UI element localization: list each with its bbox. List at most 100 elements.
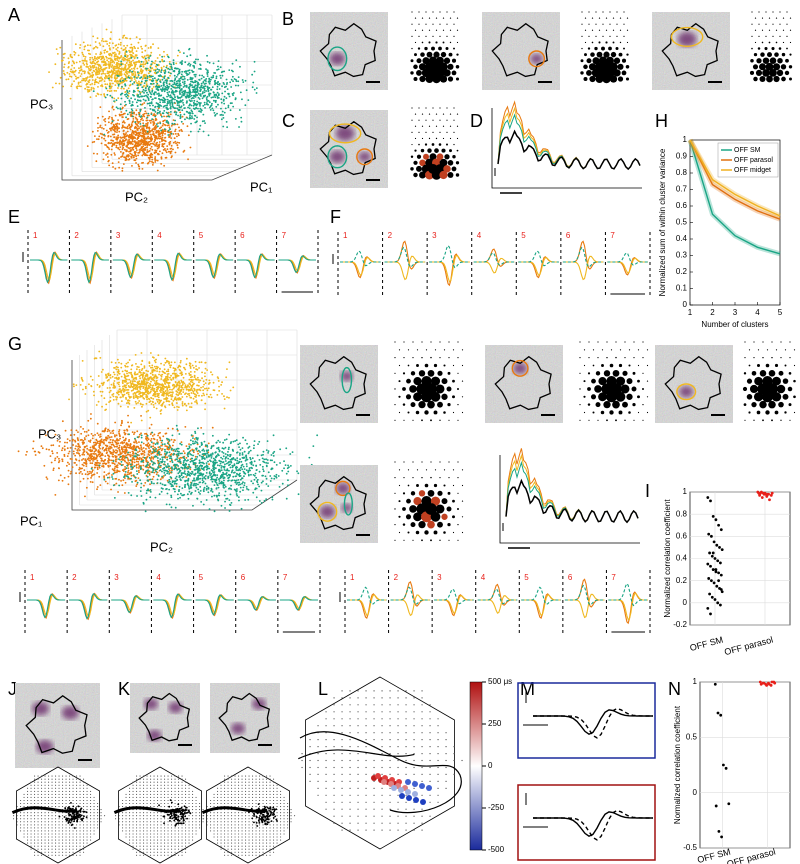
electrode-dot xyxy=(771,46,775,51)
electrode-dot xyxy=(758,11,760,13)
electrode-dot xyxy=(427,148,432,153)
waveform xyxy=(521,594,561,617)
electrode-dot xyxy=(427,520,435,529)
electrode-grid xyxy=(202,775,296,856)
waveform xyxy=(533,809,653,841)
latency-dot xyxy=(412,791,418,797)
rf-image xyxy=(651,11,731,91)
electrode-dot xyxy=(435,17,438,19)
electrode-dot xyxy=(756,410,761,415)
electrode-dot xyxy=(646,411,649,414)
rf-blob xyxy=(61,705,79,720)
electrode-dot xyxy=(452,155,456,159)
electrode-dot xyxy=(442,125,445,127)
electrode-dot xyxy=(452,364,455,367)
electrode-dot xyxy=(453,107,455,109)
electrode-dot xyxy=(424,363,429,368)
electrode-dot xyxy=(439,131,441,133)
electrode-dot xyxy=(642,372,644,374)
waveform xyxy=(27,594,66,617)
electrode-dot xyxy=(447,523,451,527)
electrode-dot xyxy=(457,419,459,421)
y-tick-label: 0 xyxy=(693,788,698,797)
electrode-dot xyxy=(457,461,459,463)
electrode-dot xyxy=(591,378,596,384)
waveform xyxy=(518,250,559,267)
colorbar-tick-label: -500 xyxy=(488,845,505,854)
waveform xyxy=(477,588,518,605)
x-tick-label: 1 xyxy=(688,308,693,317)
waveform xyxy=(564,578,605,608)
electrode-dot xyxy=(642,419,644,421)
electrode-dot xyxy=(405,514,412,520)
waveform xyxy=(278,255,316,272)
electrode-dot xyxy=(764,47,768,51)
electrode-dot xyxy=(628,349,631,351)
waveform xyxy=(71,251,109,284)
latency-dot xyxy=(375,773,381,779)
electrode-dot xyxy=(762,341,764,343)
electrode-dot xyxy=(587,47,591,50)
electrode-dot xyxy=(394,357,396,359)
electrode-dot xyxy=(409,505,417,513)
rf-blob xyxy=(335,125,355,141)
electrode-dot xyxy=(646,396,649,398)
electrode-dot xyxy=(414,41,417,44)
electrode-dot xyxy=(431,46,435,51)
electrode-dot xyxy=(781,52,786,57)
electrode-dot xyxy=(449,137,452,140)
rf-image xyxy=(299,464,379,544)
electrode-dot xyxy=(581,23,583,25)
electrode-dot xyxy=(394,508,396,510)
rf-outline xyxy=(218,692,271,742)
electrode-dot xyxy=(618,410,623,415)
electrode-dot xyxy=(443,349,446,351)
electrode-dot xyxy=(788,372,792,375)
electrode-dot xyxy=(753,341,755,343)
electrode-dot xyxy=(448,539,450,541)
rf-outline xyxy=(491,22,549,78)
time-course xyxy=(505,448,639,523)
electrode-dot xyxy=(416,364,419,367)
electrode-dot xyxy=(456,125,459,127)
electrode-dot xyxy=(448,341,450,343)
electrode-dot xyxy=(609,35,611,37)
electrode-dot xyxy=(637,349,640,351)
waveform xyxy=(607,252,648,266)
electrode-dot xyxy=(596,51,603,58)
electrode-dot xyxy=(769,57,777,65)
electrode-dot xyxy=(423,153,429,160)
electrode-dot xyxy=(455,161,460,165)
electrode-dot xyxy=(439,119,441,121)
electrode-dot xyxy=(590,394,597,400)
electrode-dot xyxy=(413,160,418,165)
electrode-dot xyxy=(431,143,435,146)
data-point xyxy=(758,680,762,684)
data-point xyxy=(714,568,718,571)
electrode-dot xyxy=(453,131,455,133)
y-tick-label: 0.4 xyxy=(676,554,688,563)
electrode-dot xyxy=(414,113,417,115)
electrode-dot xyxy=(414,125,417,127)
electrode-dot xyxy=(786,47,788,50)
electrode-dot xyxy=(594,46,598,51)
electrode-dot xyxy=(437,370,443,376)
electrode-dot xyxy=(781,76,786,82)
panel-label: A xyxy=(8,5,20,25)
rf-blob xyxy=(329,150,346,164)
electrode-dot xyxy=(449,29,452,31)
electrode-dot xyxy=(421,461,423,463)
electrode-dot xyxy=(761,17,764,19)
data-point xyxy=(711,551,715,555)
rf-image xyxy=(209,682,281,754)
y-tick-label: 0.5 xyxy=(676,218,688,227)
electrode-dot xyxy=(778,401,784,408)
electrode-dot xyxy=(435,125,438,127)
electrode-dot xyxy=(394,477,396,479)
electrode-dot xyxy=(595,371,601,376)
waveform xyxy=(564,584,605,606)
electrode-dot xyxy=(751,371,757,376)
waveform xyxy=(429,255,470,283)
data-point xyxy=(706,606,710,610)
electrode-dot xyxy=(434,148,439,153)
